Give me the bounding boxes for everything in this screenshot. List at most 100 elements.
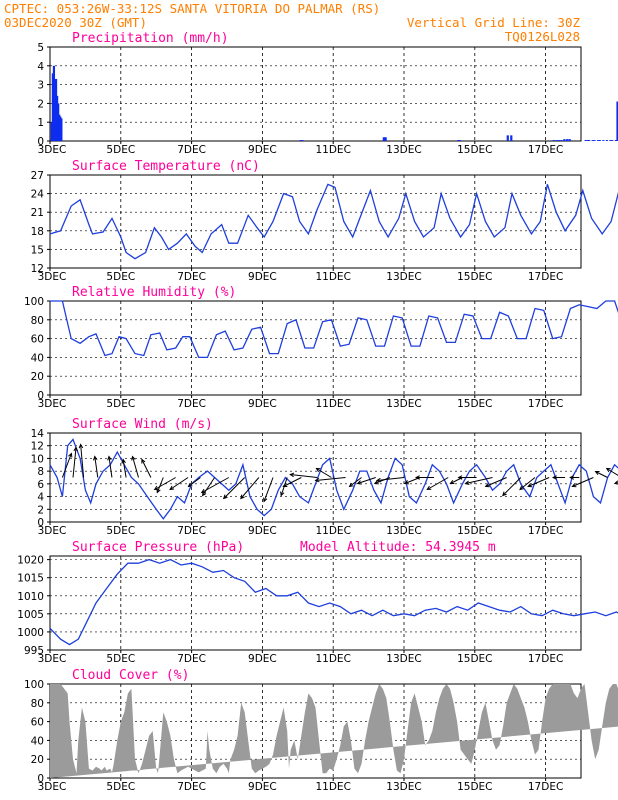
wind-arrow-head: [280, 491, 285, 497]
precip-bar: [596, 140, 600, 141]
precip-bar: [584, 140, 587, 141]
wind-arrow-head: [414, 475, 420, 480]
wind-arrow-shaft: [223, 477, 246, 499]
wind-arrow-head: [93, 455, 98, 461]
wind-arrow-shaft: [595, 471, 608, 478]
run-date: 03DEC2020 30Z (GMT): [4, 15, 147, 30]
y-tick-label: 995: [24, 645, 44, 657]
pressure-line: [49, 558, 618, 646]
wind-arrow-shaft: [376, 477, 405, 481]
wind-arrow-head: [68, 452, 73, 458]
precipitation-frame: [49, 46, 582, 142]
wind-arrow: [348, 477, 362, 488]
x-tick-label: 13DEC: [386, 398, 421, 410]
cloud-panel: 0 20 40 60 80 100 3DEC 5DEC 7DEC 9DEC 11DEC 13DEC 15…: [24, 668, 618, 793]
y-tick-label: 1015: [17, 573, 44, 585]
wind-arrow-shaft: [156, 477, 164, 493]
x-tick-label: 5DEC: [106, 525, 135, 537]
precip-bar: [602, 140, 605, 141]
y-tick-label: 100: [24, 679, 44, 691]
wind-arrow: [502, 477, 522, 497]
x-tick-label: 3DEC: [38, 271, 67, 283]
x-tick-label: 9DEC: [248, 653, 277, 665]
x-tick-label: 11DEC: [315, 781, 350, 793]
humidity-title: Relative Humidity (%): [72, 285, 236, 300]
x-tick-label: 5DEC: [106, 398, 135, 410]
y-tick-label: 12: [31, 441, 44, 453]
wind-arrow: [263, 477, 274, 503]
y-tick-label: 0: [37, 773, 44, 785]
y-tick-label: 6: [37, 479, 44, 491]
x-tick-label: 17DEC: [528, 653, 563, 665]
x-tick-label: 7DEC: [177, 653, 206, 665]
wind-arrow-shaft: [201, 477, 230, 493]
precip-bar: [593, 140, 596, 141]
x-tick-label: 15DEC: [457, 525, 492, 537]
x-tick-label: 13DEC: [386, 144, 421, 156]
precip-bar: [568, 139, 571, 141]
wind-arrow-shaft: [154, 477, 176, 490]
x-tick-label: 5DEC: [106, 653, 135, 665]
wind-arrow: [72, 446, 78, 478]
model-id: TQ0126L028: [505, 29, 580, 44]
wind-arrow-shaft: [357, 477, 376, 484]
wind-arrow-head: [187, 482, 193, 488]
wind-arrow: [613, 480, 618, 485]
wind-arrow: [426, 477, 449, 491]
temperature-line: [49, 183, 618, 260]
wind-arrow-head: [348, 482, 354, 488]
wind-arrow-head: [289, 472, 295, 478]
precip-bar: [510, 135, 513, 141]
wind-arrow: [153, 477, 176, 491]
humidity-frame: [49, 300, 582, 396]
x-tick-label: 7DEC: [177, 398, 206, 410]
wind-arrow: [61, 452, 73, 478]
wind-arrow-shaft: [502, 477, 522, 496]
wind-arrow: [282, 477, 302, 488]
x-tick-label: 3DEC: [38, 653, 67, 665]
y-tick-label: 3: [37, 80, 44, 92]
y-tick-label: 18: [31, 226, 44, 238]
wind-arrow: [569, 475, 580, 480]
x-tick-label: 15DEC: [457, 144, 492, 156]
wind-arrow: [187, 477, 201, 488]
y-tick-label: 27: [31, 170, 44, 182]
wind-arrow: [222, 477, 246, 500]
wind-arrow-shaft: [169, 477, 189, 490]
precip-bar: [552, 140, 555, 141]
wind-arrow: [551, 475, 566, 480]
y-tick-label: 2: [37, 98, 44, 110]
wind-arrow: [141, 458, 152, 478]
temperature-panel: 12 15 18 21 24 27 3DEC 5DEC 7DEC 9DEC 11DEC 13DEC 15…: [31, 159, 618, 283]
y-tick-label: 20: [31, 371, 44, 383]
x-tick-label: 11DEC: [315, 398, 350, 410]
x-tick-label: 17DEC: [528, 525, 563, 537]
y-tick-label: 21: [31, 207, 44, 219]
x-tick-label: 7DEC: [177, 781, 206, 793]
precip-bar: [555, 140, 558, 141]
precip-bar: [60, 118, 63, 141]
wind-arrow-head: [613, 480, 618, 485]
wind-arrow-shaft: [572, 477, 594, 487]
wind-arrow-shaft: [316, 468, 332, 478]
x-tick-label: 15DEC: [457, 781, 492, 793]
wind-arrow-head: [222, 494, 228, 500]
wind-arrow-shaft: [61, 453, 72, 478]
wind-arrow-head: [551, 475, 557, 480]
wind-arrow-head: [153, 485, 159, 491]
y-tick-label: 1: [37, 117, 44, 129]
x-tick-label: 15DEC: [457, 271, 492, 283]
y-tick-label: 8: [37, 466, 44, 478]
wind-line: [49, 438, 618, 520]
x-tick-label: 9DEC: [248, 398, 277, 410]
wind-arrow: [93, 455, 99, 478]
wind-arrow: [200, 477, 230, 494]
wind-arrow: [107, 455, 113, 478]
x-tick-label: 13DEC: [386, 653, 421, 665]
y-tick-label: 4: [37, 61, 44, 73]
wind-arrow-head: [200, 488, 206, 494]
precip-bar: [506, 135, 509, 141]
wind-arrow-shaft: [188, 477, 201, 487]
temperature-title: Surface Temperature (nC): [72, 159, 260, 174]
wind-arrow: [131, 455, 139, 478]
